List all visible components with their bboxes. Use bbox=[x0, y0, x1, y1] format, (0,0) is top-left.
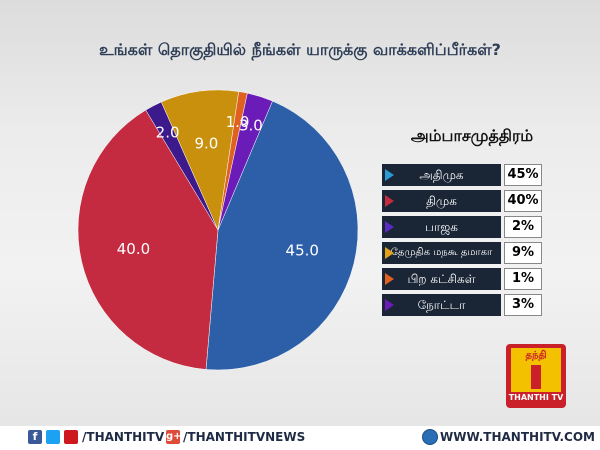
logo-top-text: தந்தி bbox=[525, 350, 547, 361]
twitter-icon[interactable] bbox=[46, 430, 60, 444]
youtube-icon[interactable] bbox=[64, 430, 78, 444]
slice-value-label: 9.0 bbox=[194, 134, 218, 152]
pie-slice bbox=[205, 100, 359, 371]
globe-icon bbox=[422, 429, 438, 445]
pie-slice bbox=[160, 89, 240, 231]
arrow-icon bbox=[385, 299, 394, 311]
logo-emblem: தந்தி bbox=[511, 348, 561, 392]
legend-value: 9% bbox=[504, 242, 542, 264]
slice-value-label: 3.0 bbox=[239, 116, 263, 134]
legend-label: தேமுதிக மநகூ தமாகா bbox=[382, 242, 501, 264]
logo-bottom-text: THANTHI TV bbox=[508, 393, 564, 402]
slice-value-label: 45.0 bbox=[286, 241, 319, 259]
slice-value-label: 2.0 bbox=[156, 124, 180, 142]
legend-value: 40% bbox=[504, 190, 542, 212]
poll-title: உங்கள் தொகுதியில் நீங்கள் யாருக்கு வாக்க… bbox=[99, 40, 501, 59]
googleplus-icon[interactable]: g+ bbox=[166, 430, 182, 444]
footer-bar: f /THANTHITV g+ /THANTHITVNEWS WWW.THANT… bbox=[0, 426, 600, 450]
legend-label: பிற கட்சிகள் bbox=[382, 268, 501, 290]
facebook-icon[interactable]: f bbox=[28, 430, 42, 444]
legend-value: 1% bbox=[504, 268, 542, 290]
pie-slice bbox=[77, 109, 219, 370]
tower-icon bbox=[531, 365, 541, 389]
arrow-icon bbox=[385, 247, 394, 259]
pie-slice bbox=[217, 92, 273, 231]
thanthi-tv-logo: தந்தி THANTHI TV bbox=[506, 344, 566, 408]
slice-value-label: 1.0 bbox=[226, 113, 250, 131]
website-link[interactable]: WWW.THANTHITV.COM bbox=[440, 430, 595, 444]
legend-label: பாஜக bbox=[382, 216, 501, 238]
constituency-name: அம்பாசமுத்திரம் bbox=[410, 126, 534, 145]
arrow-icon bbox=[385, 221, 394, 233]
arrow-icon bbox=[385, 169, 394, 181]
arrow-icon bbox=[385, 273, 394, 285]
legend-value: 45% bbox=[504, 164, 542, 186]
social-handle[interactable]: /THANTHITV bbox=[82, 430, 165, 444]
legend-label: திமுக bbox=[382, 190, 501, 212]
slice-value-label: 40.0 bbox=[117, 240, 150, 258]
legend-label: அதிமுக bbox=[382, 164, 501, 186]
legend-label: நோட்டா bbox=[382, 294, 501, 316]
news-handle[interactable]: /THANTHITVNEWS bbox=[183, 430, 306, 444]
legend-value: 2% bbox=[504, 216, 542, 238]
arrow-icon bbox=[385, 195, 394, 207]
legend-value: 3% bbox=[504, 294, 542, 316]
